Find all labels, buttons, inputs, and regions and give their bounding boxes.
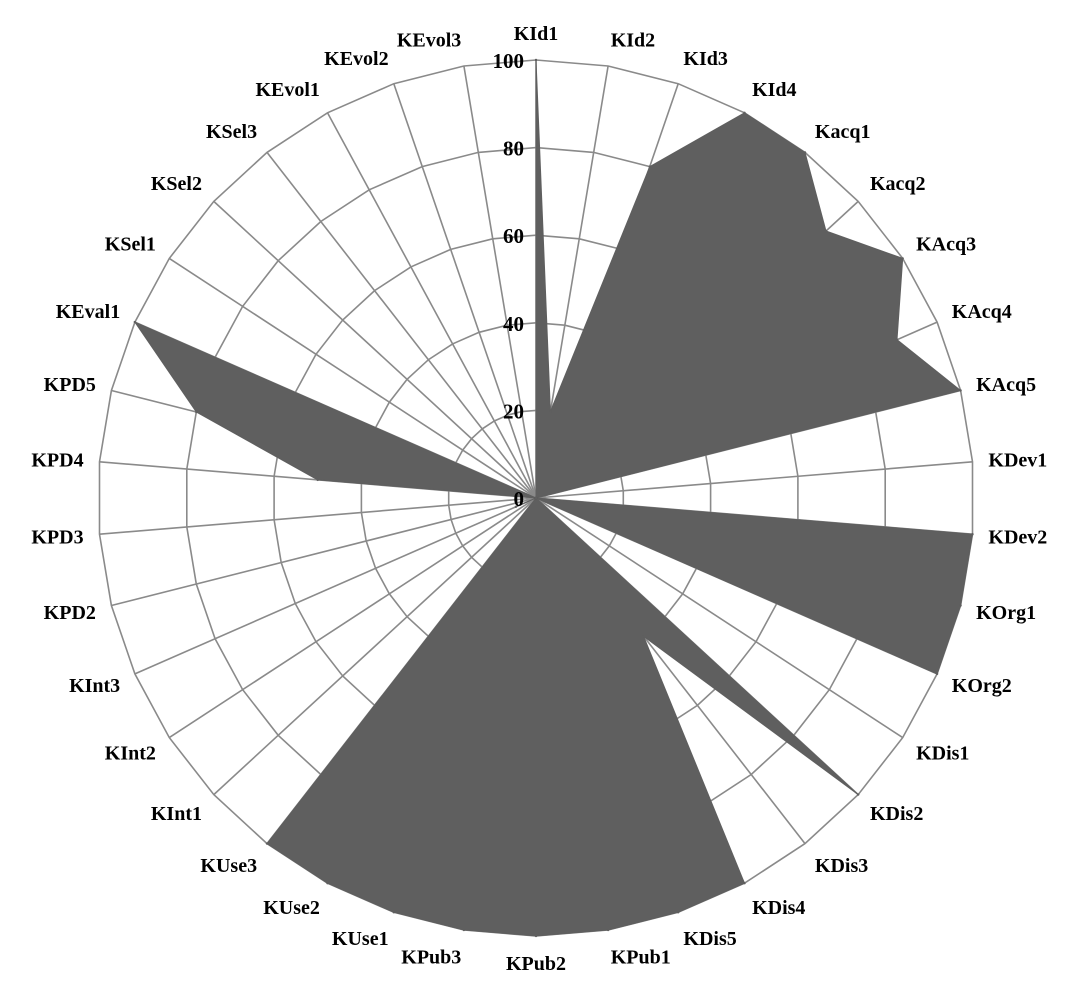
- category-label-KPD4: KPD4: [31, 450, 83, 472]
- category-label-KPub1: KPub1: [611, 947, 671, 969]
- spoke-KEvol2: [393, 83, 537, 499]
- category-label-KId4: KId4: [752, 79, 796, 101]
- category-label-KId1: KId1: [514, 23, 558, 45]
- category-label-KAcq3: KAcq3: [916, 234, 976, 256]
- spoke-KDis1: [535, 497, 904, 739]
- category-label-KPD3: KPD3: [31, 526, 83, 548]
- category-label-KId2: KId2: [611, 29, 655, 51]
- r-tick-label-80: 80: [503, 137, 524, 161]
- data-point-KId1: [534, 58, 538, 62]
- category-label-KOrg1: KOrg1: [976, 602, 1036, 624]
- r-tick-label-0: 0: [514, 487, 525, 511]
- category-label-KInt2: KInt2: [105, 742, 156, 764]
- spoke-KSel3: [266, 151, 537, 499]
- category-label-KDis1: KDis1: [916, 742, 969, 764]
- r-tick-label-60: 60: [503, 224, 524, 248]
- category-label-KInt1: KInt1: [151, 803, 202, 825]
- data-point-KDev2: [971, 533, 974, 536]
- data-point-KEval1: [133, 320, 137, 324]
- data-point-KDis4: [743, 882, 746, 885]
- category-label-KSel1: KSel1: [105, 234, 156, 256]
- category-label-KInt3: KInt3: [69, 675, 120, 697]
- spoke-KSel1: [168, 257, 537, 499]
- spoke-KSel2: [213, 200, 537, 499]
- category-label-Kacq2: Kacq2: [870, 173, 926, 195]
- category-label-KDev2: KDev2: [988, 526, 1047, 548]
- category-label-KDis5: KDis5: [683, 928, 736, 950]
- spoke-KInt1: [213, 497, 537, 796]
- category-labels: KId1 KId2 KId3 KId4 Kacq1 Kacq2 KAcq3 KAcq4 KAcq…: [31, 23, 1047, 975]
- data-point-KUse2: [326, 882, 329, 885]
- r-tick-label-20: 20: [503, 399, 524, 423]
- category-label-KDis2: KDis2: [870, 803, 923, 825]
- data-point-KId3: [648, 165, 651, 168]
- data-point-KPub1: [606, 928, 610, 932]
- spoke-KEvol1: [326, 112, 537, 499]
- category-label-KPub2: KPub2: [506, 953, 566, 975]
- data-point-KDis5: [677, 911, 680, 914]
- category-label-KUse3: KUse3: [200, 855, 257, 877]
- category-label-KEvol3: KEvol3: [397, 29, 461, 51]
- data-point-KId2: [549, 410, 552, 413]
- category-label-KDis4: KDis4: [752, 897, 805, 919]
- r-tick-label-40: 40: [503, 312, 524, 336]
- category-label-KSel3: KSel3: [206, 121, 257, 143]
- data-point-KAcq3: [901, 257, 904, 260]
- category-label-Kacq1: Kacq1: [815, 121, 871, 143]
- category-label-KEvol2: KEvol2: [324, 48, 388, 70]
- data-point-KUse3: [265, 842, 269, 845]
- category-label-KOrg2: KOrg2: [952, 675, 1012, 697]
- spoke-KInt2: [168, 497, 537, 739]
- data-point-KUse1: [392, 911, 395, 914]
- data-point-KOrg1: [959, 604, 962, 607]
- data-point-KAcq5: [959, 389, 962, 392]
- category-label-KDis3: KDis3: [815, 855, 868, 877]
- radial-axis-ticks: 0 20 40 60 80 100: [493, 49, 525, 511]
- data-point-KAcq4: [895, 338, 899, 341]
- spoke-KInt3: [134, 497, 537, 675]
- data-point-Kacq2: [824, 229, 828, 233]
- data-point-KPD5: [195, 410, 198, 414]
- data-point-KPub2: [534, 934, 538, 938]
- data-point-KOrg2: [935, 672, 939, 676]
- data-point-KId4: [743, 111, 746, 115]
- data-point-KPD4: [316, 478, 319, 482]
- data-point-KDis3: [642, 635, 645, 638]
- category-label-KEval1: KEval1: [56, 301, 120, 323]
- category-label-KPD2: KPD2: [44, 602, 96, 624]
- r-tick-label-100: 100: [493, 49, 525, 73]
- spoke-KEvol3: [463, 65, 537, 499]
- category-label-KPub3: KPub3: [401, 947, 461, 969]
- data-point-KEvol3: [534, 496, 538, 500]
- category-label-KUse1: KUse1: [332, 928, 389, 950]
- spoke-KDev1: [535, 461, 973, 499]
- category-label-KAcq5: KAcq5: [976, 374, 1036, 396]
- data-point-KPub3: [462, 928, 466, 932]
- data-point-Kacq1: [803, 151, 807, 154]
- radar-data: [133, 58, 974, 938]
- series-area: [133, 59, 974, 937]
- category-label-KSel2: KSel2: [151, 173, 202, 195]
- category-label-KAcq4: KAcq4: [952, 301, 1012, 323]
- category-label-KUse2: KUse2: [263, 897, 320, 919]
- spoke-KPD3: [99, 497, 537, 535]
- data-point-KDis2: [857, 793, 860, 796]
- data-point-KInt3: [514, 505, 518, 508]
- category-label-KDev1: KDev1: [988, 450, 1047, 472]
- category-label-KId3: KId3: [683, 48, 727, 70]
- category-label-KPD5: KPD5: [44, 374, 96, 396]
- spoke-KPD2: [111, 497, 537, 607]
- category-label-KEvol1: KEvol1: [255, 79, 319, 101]
